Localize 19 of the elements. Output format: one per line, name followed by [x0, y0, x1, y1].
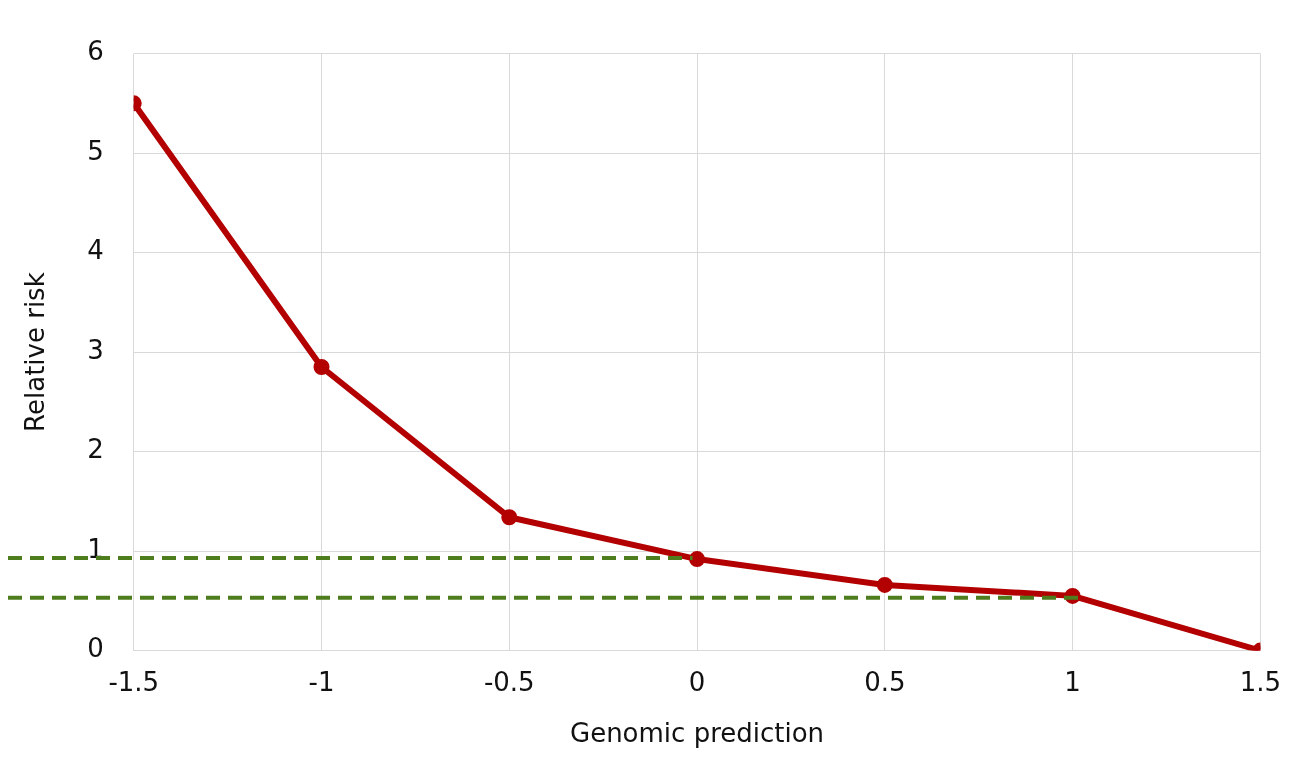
- x-tick-label: 1: [1064, 666, 1081, 697]
- y-tick-label: 3: [87, 334, 104, 365]
- y-tick-label: 6: [87, 36, 104, 67]
- point: [313, 359, 330, 376]
- x-tick-label: -1: [308, 666, 335, 697]
- x-tick-label: -0.5: [483, 666, 535, 697]
- y-tick-label: 4: [87, 235, 104, 266]
- y-tick-label: 5: [87, 135, 104, 166]
- x-tick-label: 0.5: [864, 666, 906, 697]
- x-tick-label: 1.5: [1239, 666, 1282, 697]
- point: [876, 576, 893, 593]
- x-tick-label: 0: [688, 666, 706, 697]
- point: [689, 551, 706, 568]
- point: [501, 509, 518, 526]
- x-tick-label: -1.5: [108, 666, 160, 697]
- y-tick-label: 2: [87, 434, 104, 465]
- x-axis-title: Genomic prediction: [569, 718, 825, 749]
- y-axis-title: Relative risk: [20, 272, 51, 432]
- y-tick-label: 0: [87, 633, 104, 664]
